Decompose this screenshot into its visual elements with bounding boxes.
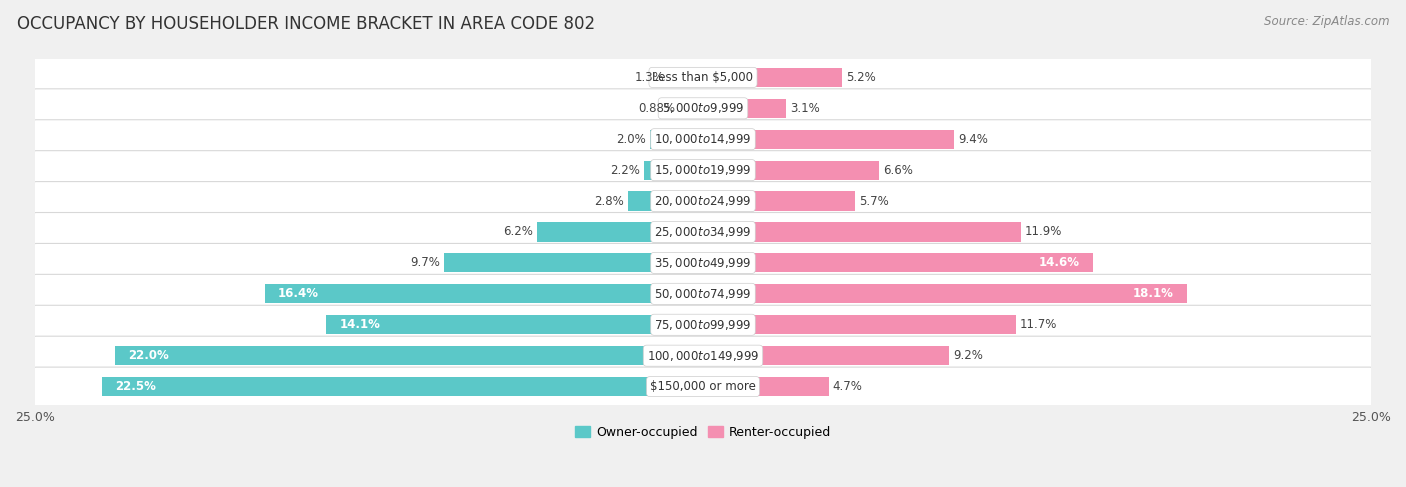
Text: $10,000 to $14,999: $10,000 to $14,999 (654, 132, 752, 146)
Text: 16.4%: 16.4% (278, 287, 319, 300)
Bar (115, 346, 703, 365)
Text: $150,000 or more: $150,000 or more (650, 380, 756, 393)
FancyBboxPatch shape (32, 212, 1374, 251)
Text: 9.2%: 9.2% (953, 349, 983, 362)
Text: $50,000 to $74,999: $50,000 to $74,999 (654, 287, 752, 301)
Bar (326, 315, 703, 335)
Text: $15,000 to $19,999: $15,000 to $19,999 (654, 163, 752, 177)
Bar (703, 68, 842, 87)
Text: 14.1%: 14.1% (340, 318, 381, 331)
Text: 4.7%: 4.7% (832, 380, 862, 393)
Text: $75,000 to $99,999: $75,000 to $99,999 (654, 318, 752, 332)
Bar (703, 346, 949, 365)
Bar (264, 284, 703, 303)
FancyBboxPatch shape (32, 305, 1374, 344)
Bar (650, 130, 703, 149)
Bar (668, 68, 703, 87)
Text: 18.1%: 18.1% (1132, 287, 1174, 300)
Bar (703, 315, 1015, 335)
Text: 11.7%: 11.7% (1019, 318, 1057, 331)
FancyBboxPatch shape (32, 58, 1374, 97)
Bar (703, 223, 1021, 242)
FancyBboxPatch shape (32, 120, 1374, 159)
Text: $100,000 to $149,999: $100,000 to $149,999 (647, 349, 759, 363)
Text: 6.6%: 6.6% (883, 164, 914, 177)
Bar (703, 99, 786, 118)
Text: 9.7%: 9.7% (411, 257, 440, 269)
Bar (444, 253, 703, 273)
FancyBboxPatch shape (32, 367, 1374, 406)
Text: 0.88%: 0.88% (638, 102, 675, 115)
Legend: Owner-occupied, Renter-occupied: Owner-occupied, Renter-occupied (569, 421, 837, 444)
Text: 2.2%: 2.2% (610, 164, 640, 177)
Text: $35,000 to $49,999: $35,000 to $49,999 (654, 256, 752, 270)
Bar (703, 253, 1092, 273)
Text: $20,000 to $24,999: $20,000 to $24,999 (654, 194, 752, 208)
Text: $25,000 to $34,999: $25,000 to $34,999 (654, 225, 752, 239)
FancyBboxPatch shape (32, 89, 1374, 128)
Text: 3.1%: 3.1% (790, 102, 820, 115)
Text: 11.9%: 11.9% (1025, 225, 1063, 239)
Bar (703, 377, 828, 396)
Bar (628, 191, 703, 211)
Text: 14.6%: 14.6% (1039, 257, 1080, 269)
FancyBboxPatch shape (32, 274, 1374, 313)
Bar (679, 99, 703, 118)
Text: OCCUPANCY BY HOUSEHOLDER INCOME BRACKET IN AREA CODE 802: OCCUPANCY BY HOUSEHOLDER INCOME BRACKET … (17, 15, 595, 33)
Text: Less than $5,000: Less than $5,000 (652, 71, 754, 84)
Text: $5,000 to $9,999: $5,000 to $9,999 (662, 101, 744, 115)
Bar (101, 377, 703, 396)
Text: 22.5%: 22.5% (115, 380, 156, 393)
FancyBboxPatch shape (32, 182, 1374, 221)
Text: 22.0%: 22.0% (128, 349, 169, 362)
FancyBboxPatch shape (32, 336, 1374, 375)
FancyBboxPatch shape (32, 150, 1374, 189)
Text: 2.8%: 2.8% (595, 195, 624, 207)
Bar (644, 161, 703, 180)
Bar (537, 223, 703, 242)
Bar (703, 191, 855, 211)
Bar (703, 130, 955, 149)
Text: 9.4%: 9.4% (959, 133, 988, 146)
Text: Source: ZipAtlas.com: Source: ZipAtlas.com (1264, 15, 1389, 28)
Text: 2.0%: 2.0% (616, 133, 645, 146)
Bar (703, 161, 879, 180)
Text: 5.7%: 5.7% (859, 195, 889, 207)
Text: 1.3%: 1.3% (634, 71, 664, 84)
Text: 5.2%: 5.2% (846, 71, 876, 84)
FancyBboxPatch shape (32, 244, 1374, 282)
Bar (703, 284, 1187, 303)
Text: 6.2%: 6.2% (503, 225, 533, 239)
